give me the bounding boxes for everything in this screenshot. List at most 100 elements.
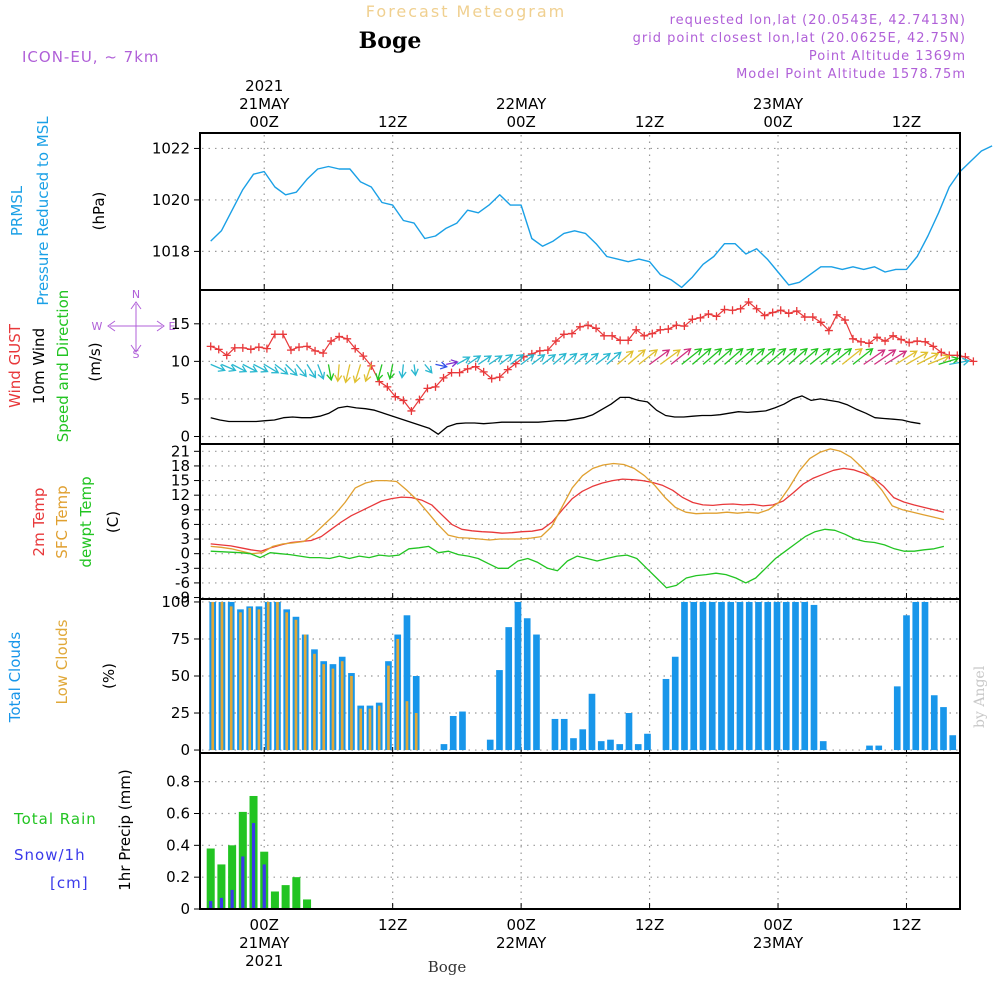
time-tick-label: 00Z <box>763 113 792 131</box>
low-clouds-label: Low Clouds <box>53 619 71 704</box>
wind-vector <box>274 363 289 375</box>
total-cloud-bar <box>736 601 744 751</box>
y-tick-label: 9 <box>180 501 190 519</box>
gust-marker <box>808 313 817 322</box>
gust-marker <box>543 346 552 355</box>
gust-marker <box>616 336 625 345</box>
y-tick-label: 25 <box>171 704 190 722</box>
wind-vector <box>863 349 886 365</box>
gust-marker <box>784 309 793 318</box>
total-cloud-bar <box>440 744 448 751</box>
gust-marker <box>230 343 239 352</box>
wind-vector <box>617 350 634 365</box>
y-tick-label: 0.4 <box>166 836 190 854</box>
total-cloud-bar <box>782 601 790 751</box>
y-tick-label: 6 <box>180 515 190 533</box>
gust-marker <box>214 345 223 354</box>
low-cloud-bar <box>285 612 289 751</box>
y-tick-label: 15 <box>171 472 190 490</box>
wind-vector <box>352 364 362 384</box>
total-cloud-bar <box>459 711 466 751</box>
wind-vector <box>766 347 787 365</box>
low-cloud-bar <box>294 619 298 751</box>
total-cloud-bar <box>690 601 698 751</box>
low-cloud-bar <box>350 676 353 751</box>
total-cloud-bar <box>496 670 503 751</box>
gust-marker <box>319 349 328 358</box>
total-cloud-bar <box>810 604 818 751</box>
model-label: ICON-EU, ~ 7km <box>22 48 160 66</box>
gust-marker <box>897 335 906 344</box>
wind-vector <box>649 349 671 365</box>
wind-vector <box>724 347 744 365</box>
gust-marker <box>423 384 432 393</box>
wind-vector <box>306 364 317 379</box>
gust-marker <box>648 329 657 338</box>
total-cloud-bar <box>449 715 457 751</box>
compass-arrows <box>107 301 165 353</box>
gust-marker <box>246 345 255 354</box>
snow-bar <box>262 864 266 909</box>
wind-vector <box>670 347 692 365</box>
wind-vector <box>820 347 842 365</box>
gust-marker <box>471 362 480 371</box>
compass-south: S <box>133 348 140 361</box>
gust-marker <box>608 331 617 340</box>
wind-vector <box>627 349 646 365</box>
y-tick-label: -3 <box>175 559 190 577</box>
wind-vector <box>477 355 492 365</box>
wind-vector <box>702 347 723 365</box>
date-label: 23MAY <box>753 95 804 113</box>
total-cloud-bar <box>634 744 642 751</box>
y-tick-label: 10 <box>171 352 190 370</box>
wind-vector <box>231 363 248 373</box>
gust-marker <box>816 318 825 327</box>
total-cloud-bar <box>607 739 614 751</box>
gust-marker <box>889 331 898 340</box>
gust-marker <box>760 311 769 320</box>
gust-marker <box>254 343 263 352</box>
time-tick-label: 00Z <box>250 916 279 934</box>
y-tick-label: 50 <box>171 667 190 685</box>
wind-vector <box>788 347 808 365</box>
total-cloud-bar <box>403 615 411 751</box>
wind-vector <box>852 347 874 365</box>
precip-unit: 1hr Precip (mm) <box>116 769 134 890</box>
low-cloud-bar <box>276 601 279 751</box>
snow-label: Snow/1h <box>14 846 86 864</box>
compass-east: E <box>169 320 176 333</box>
time-tick-label: 12Z <box>892 916 921 934</box>
wind-vector <box>841 347 863 365</box>
gust-marker <box>824 326 833 335</box>
total-cloud-bar <box>570 738 577 751</box>
wind-vector <box>713 347 733 365</box>
gust-marker <box>752 304 761 313</box>
y-tick-label: 0.2 <box>166 868 190 886</box>
wind-vector <box>210 363 226 372</box>
gust-marker <box>407 406 416 415</box>
low-cloud-bar <box>331 668 335 751</box>
total-cloud-bar <box>505 627 513 751</box>
total-cloud-bar <box>551 718 559 751</box>
total-cloud-bar <box>671 656 679 751</box>
gust-marker <box>479 367 488 376</box>
low-cloud-bar <box>248 607 252 751</box>
gust-marker <box>881 337 890 346</box>
wind-vector <box>563 352 578 365</box>
gust-marker <box>351 344 360 353</box>
gust-marker <box>672 321 681 330</box>
gust-marker <box>736 304 745 313</box>
gust-marker <box>303 342 312 351</box>
total-cloud-bar <box>681 601 688 751</box>
total-cloud-bar <box>718 601 725 751</box>
panel-frame <box>199 443 961 600</box>
total-cloud-bar <box>708 601 716 751</box>
rain-bar <box>228 845 237 909</box>
y-tick-label: 0.8 <box>166 773 190 791</box>
wind-unit: (m/s) <box>86 342 104 381</box>
snow-unit-label: [cm] <box>50 874 89 892</box>
gust-marker <box>696 313 705 322</box>
rain-bar <box>217 864 226 909</box>
gust-marker <box>503 365 512 374</box>
